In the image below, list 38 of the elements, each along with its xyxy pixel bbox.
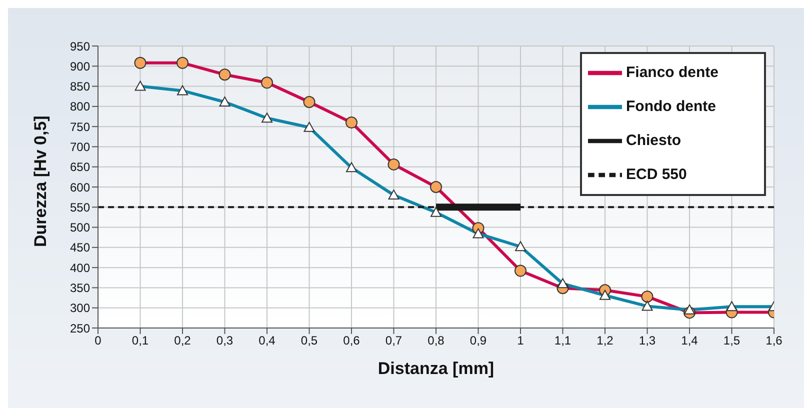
y-tick-label: 550 xyxy=(70,200,90,214)
y-axis-title: Durezza [Hv 0,5] xyxy=(31,116,50,247)
x-tick-label: 1,5 xyxy=(723,334,740,348)
legend-label: ECD 550 xyxy=(626,166,687,183)
y-tick-label: 950 xyxy=(70,39,90,54)
y-tick-label: 600 xyxy=(70,180,90,194)
legend-label: Fianco dente xyxy=(626,64,719,81)
x-tick-label: 1,2 xyxy=(596,334,614,348)
y-tick-label: 400 xyxy=(70,260,90,275)
y-tick-label: 800 xyxy=(70,100,90,114)
y-tick-label: 250 xyxy=(70,321,90,336)
y-tick-label: 300 xyxy=(70,301,90,316)
y-tick-label: 900 xyxy=(70,59,90,74)
x-tick-label: 0 xyxy=(94,334,102,348)
x-tick-label: 0,6 xyxy=(343,334,360,348)
y-tick-label: 700 xyxy=(70,140,90,154)
x-tick-label: 1,6 xyxy=(766,334,783,348)
x-tick-label: 1,4 xyxy=(681,334,698,348)
y-tick-label: 450 xyxy=(70,240,90,255)
y-tick-label: 750 xyxy=(70,120,90,134)
x-axis-title: Distanza [mm] xyxy=(378,359,494,378)
x-tick-label: 0,1 xyxy=(132,334,149,348)
y-tick-label: 850 xyxy=(70,80,90,94)
x-tick-label: 0,8 xyxy=(428,334,445,348)
y-tick-label: 500 xyxy=(70,220,90,235)
x-tick-label: 0,2 xyxy=(174,334,192,348)
x-tick-label: 0,9 xyxy=(470,334,487,348)
legend-label: Fondo dente xyxy=(626,98,716,115)
y-tick-label: 350 xyxy=(70,280,90,295)
legend-label: Chiesto xyxy=(626,132,682,149)
x-tick-label: 1 xyxy=(517,334,524,348)
x-tick-label: 1,1 xyxy=(554,334,572,348)
x-tick-label: 1,3 xyxy=(638,334,656,348)
y-tick-label: 650 xyxy=(70,160,90,174)
x-tick-label: 0,4 xyxy=(258,334,276,348)
x-tick-label: 0,3 xyxy=(216,334,234,348)
x-tick-label: 0,7 xyxy=(385,334,402,348)
x-tick-label: 0,5 xyxy=(300,334,318,348)
